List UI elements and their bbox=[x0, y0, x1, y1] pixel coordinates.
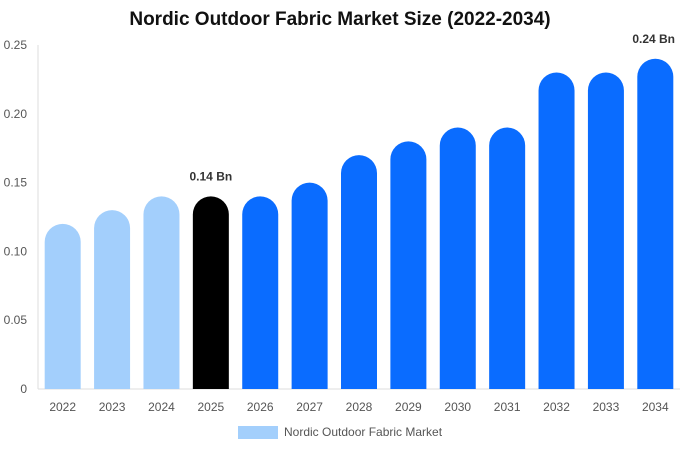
x-tick-label: 2031 bbox=[494, 400, 521, 414]
y-tick-label: 0.10 bbox=[4, 244, 28, 258]
legend-swatch bbox=[238, 425, 278, 439]
data-label-2025: 0.14 Bn bbox=[190, 169, 233, 183]
x-tick-label: 2030 bbox=[444, 400, 471, 414]
y-tick-label: 0.20 bbox=[4, 107, 28, 121]
x-tick-label: 2028 bbox=[346, 400, 373, 414]
x-tick-label: 2027 bbox=[296, 400, 323, 414]
x-tick-label: 2029 bbox=[395, 400, 422, 414]
y-tick-label: 0.05 bbox=[4, 313, 28, 327]
x-tick-label: 2024 bbox=[148, 400, 175, 414]
x-tick-label: 2033 bbox=[593, 400, 620, 414]
y-tick-label: 0.15 bbox=[4, 176, 28, 190]
x-tick-label: 2034 bbox=[642, 400, 669, 414]
chart-title: Nordic Outdoor Fabric Market Size (2022-… bbox=[129, 9, 551, 30]
bar-2023 bbox=[94, 210, 131, 389]
bar-2034 bbox=[637, 58, 674, 389]
bar-2025 bbox=[192, 196, 229, 389]
bar-2022 bbox=[44, 223, 81, 389]
bar-2031 bbox=[489, 127, 526, 390]
bar-2033 bbox=[587, 72, 624, 390]
bar-2026 bbox=[242, 196, 279, 389]
data-label-2034: 0.24 Bn bbox=[632, 32, 675, 46]
x-tick-label: 2022 bbox=[49, 400, 76, 414]
bar-2029 bbox=[390, 141, 427, 389]
bar-2027 bbox=[291, 182, 328, 389]
legend: Nordic Outdoor Fabric Market bbox=[238, 425, 442, 439]
y-tick-label: 0 bbox=[20, 382, 27, 396]
bar-2028 bbox=[341, 155, 377, 389]
bar-2030 bbox=[439, 127, 476, 390]
legend-label: Nordic Outdoor Fabric Market bbox=[284, 425, 443, 439]
bar-2024 bbox=[143, 196, 180, 389]
x-tick-label: 2023 bbox=[99, 400, 126, 414]
y-tick-label: 0.25 bbox=[4, 38, 28, 52]
x-tick-label: 2025 bbox=[197, 400, 224, 414]
bar-2032 bbox=[538, 72, 575, 390]
x-tick-label: 2032 bbox=[543, 400, 570, 414]
x-tick-label: 2026 bbox=[247, 400, 274, 414]
